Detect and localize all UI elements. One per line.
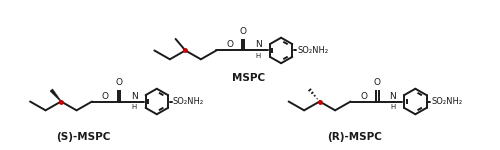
Text: N: N (255, 40, 262, 50)
Text: SO₂NH₂: SO₂NH₂ (297, 46, 328, 55)
Polygon shape (50, 89, 62, 102)
Text: O: O (102, 92, 109, 100)
Text: O: O (116, 78, 122, 87)
Text: N: N (390, 92, 396, 100)
Text: N: N (130, 92, 138, 100)
Text: O: O (374, 78, 381, 87)
Text: SO₂NH₂: SO₂NH₂ (432, 97, 462, 106)
Text: O: O (240, 27, 246, 36)
Text: MSPC: MSPC (232, 73, 264, 83)
Text: (R)-MSPC: (R)-MSPC (327, 132, 382, 142)
Text: H: H (132, 104, 136, 110)
Text: H: H (390, 104, 396, 110)
Text: H: H (256, 53, 261, 59)
Text: O: O (360, 92, 368, 100)
Text: (S)-MSPC: (S)-MSPC (56, 132, 110, 142)
Text: SO₂NH₂: SO₂NH₂ (172, 97, 204, 106)
Text: O: O (226, 40, 234, 50)
